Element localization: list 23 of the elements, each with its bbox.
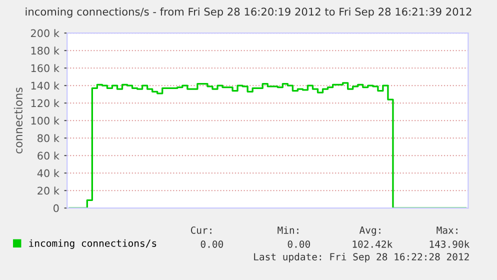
text: 102.42k bbox=[352, 240, 392, 248]
text: Max: bbox=[436, 226, 458, 234]
y-tick-label: 200 k bbox=[30, 29, 60, 38]
text: 0.00 bbox=[200, 240, 224, 248]
text: Avg: bbox=[359, 226, 380, 236]
y-tick-label: 160 k bbox=[31, 64, 60, 72]
y-axis-title: connections bbox=[14, 88, 23, 154]
y-tick-label: 180 k bbox=[31, 46, 60, 55]
y-tick-label: 0 bbox=[54, 204, 59, 212]
chart-title: incoming connections/s - from Fri Sep 28 16:20:19 2012 to Fri Sep 28 16:21:39 2012 bbox=[26, 7, 472, 18]
y-tick-label: 20 k bbox=[38, 186, 60, 195]
y-tick-label: 120 k bbox=[31, 99, 60, 108]
y-tick-label: 40 k bbox=[37, 169, 60, 178]
y-tick-label: 140 k bbox=[31, 82, 60, 90]
y-tick-label: 100 k bbox=[31, 116, 60, 125]
y-tick-label: 80 k bbox=[38, 134, 60, 142]
text: Last update: Fri Sep 28 16:22:28 2012 bbox=[254, 252, 469, 262]
text: Cur: bbox=[190, 226, 212, 234]
text: Min: bbox=[278, 226, 298, 234]
legend-label: incoming connections/s bbox=[29, 239, 156, 249]
text: 143.90k bbox=[430, 240, 470, 248]
y-tick-label: 60 k bbox=[38, 152, 60, 160]
text: 0.00 bbox=[288, 240, 310, 248]
